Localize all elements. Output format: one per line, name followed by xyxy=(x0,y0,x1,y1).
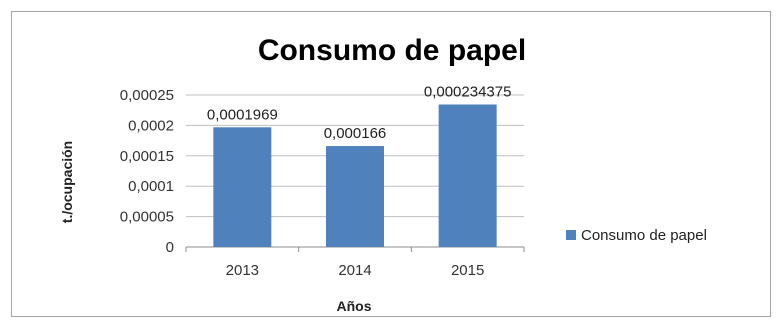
legend-swatch xyxy=(566,230,576,240)
y-tick-label: 0,00015 xyxy=(120,148,174,165)
y-tick-label: 0,00005 xyxy=(120,209,174,226)
y-tick-labels: 0 0,00005 0,0001 0,00015 0,0002 0,00025 xyxy=(120,87,174,256)
legend-label: Consumo de papel xyxy=(581,227,707,244)
x-category-label: 2014 xyxy=(338,262,371,279)
chart-frame xyxy=(11,11,771,317)
chart-title: Consumo de papel xyxy=(258,34,526,67)
data-label-2014: 0,000166 xyxy=(324,125,387,142)
y-tick-label: 0,00025 xyxy=(120,87,174,104)
x-category-label: 2013 xyxy=(226,262,259,279)
legend: Consumo de papel xyxy=(566,227,707,244)
y-tick-label: 0,0002 xyxy=(128,117,174,134)
x-axis xyxy=(185,247,525,252)
y-tick-label: 0,0001 xyxy=(128,178,174,195)
y-tick-label: 0 xyxy=(166,239,174,256)
bar-2014 xyxy=(326,146,384,247)
data-label-2015: 0,000234375 xyxy=(424,84,512,101)
x-category-labels: 2013 2014 2015 xyxy=(226,262,485,279)
y-axis-title: t./ocupación xyxy=(59,141,75,223)
bar-2013 xyxy=(213,127,272,247)
x-category-label: 2015 xyxy=(451,262,484,279)
data-labels: 0,0001969 0,000166 0,000234375 xyxy=(207,84,512,143)
bar-2015 xyxy=(438,104,497,247)
bars xyxy=(213,104,497,247)
x-axis-title: Años xyxy=(337,298,372,314)
data-label-2013: 0,0001969 xyxy=(207,106,278,123)
